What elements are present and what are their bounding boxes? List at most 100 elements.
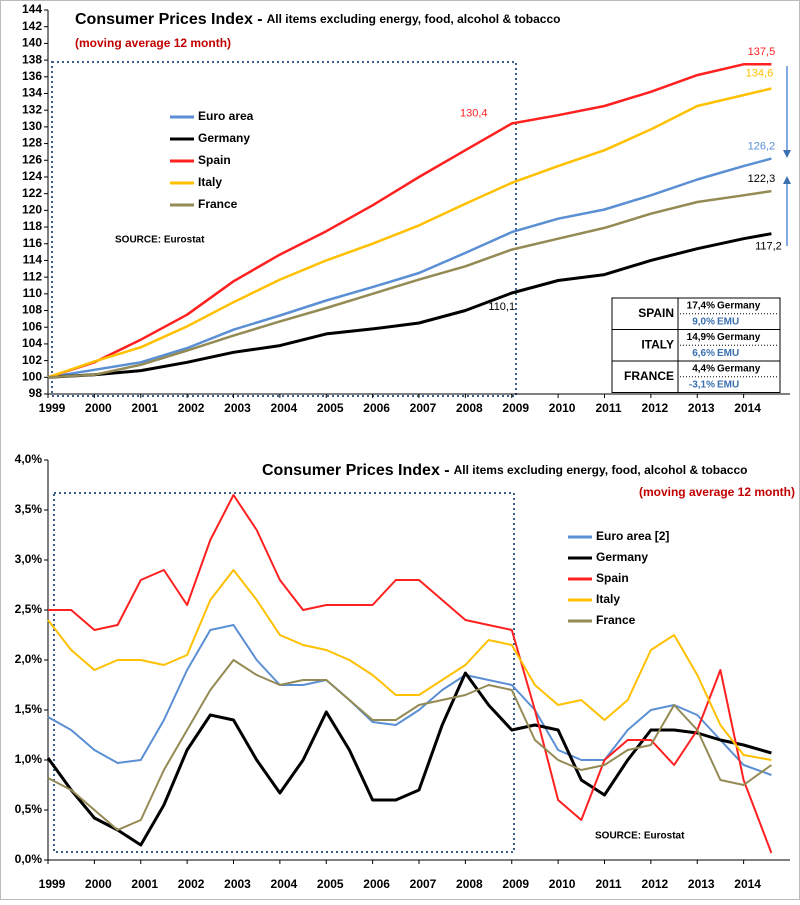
x-tick-label: 2012	[642, 401, 669, 415]
y-tick-label: 102	[22, 353, 42, 367]
data-label: 134,6	[746, 67, 774, 79]
y-tick-label: 4,0%	[15, 452, 43, 466]
x-tick-label: 2010	[549, 401, 576, 415]
x-tick-label: 2003	[224, 877, 251, 891]
y-tick-label: 118	[23, 219, 43, 233]
y-tick-label: 126	[22, 152, 42, 166]
series-line	[47, 624, 772, 776]
y-tick-label: 110	[23, 286, 43, 300]
legend-label: Germany	[596, 550, 648, 564]
y-tick-label: 122	[22, 186, 42, 200]
table-ref: Germany	[717, 301, 761, 312]
y-tick-label: 0,5%	[15, 802, 43, 816]
y-tick-label: 1,5%	[15, 702, 43, 716]
x-tick-label: 2003	[224, 401, 251, 415]
table-value: 6,6%	[692, 348, 715, 359]
y-tick-label: 140	[22, 36, 42, 50]
series-line	[47, 87, 772, 379]
data-label: 117,2	[755, 241, 782, 253]
y-tick-label: 100	[22, 369, 42, 383]
x-tick-label: 2002	[178, 401, 205, 415]
source-note: SOURCE: Eurostat	[595, 831, 685, 842]
x-tick-label: 2001	[131, 401, 158, 415]
table-value: 17,4%	[687, 301, 715, 312]
x-tick-label: 2011	[595, 401, 621, 415]
table-ref: Germany	[717, 364, 761, 375]
y-tick-label: 138	[22, 52, 42, 66]
chart-title: Consumer Prices Index - All items excludi…	[262, 462, 747, 479]
x-tick-label: 2014	[734, 877, 761, 891]
x-tick-label: 2007	[410, 877, 437, 891]
table-ref: Germany	[717, 332, 761, 343]
data-label: 130,4	[460, 107, 488, 119]
table-value: -3,1%	[689, 380, 715, 391]
legend-label: Germany	[198, 131, 250, 145]
y-tick-label: 108	[22, 303, 42, 317]
y-tick-label: 124	[22, 169, 42, 183]
legend-label: Italy	[198, 175, 222, 189]
y-tick-label: 130	[22, 119, 42, 133]
arrow-head	[783, 176, 791, 184]
x-tick-label: 2011	[595, 877, 621, 891]
y-tick-label: 144	[22, 2, 42, 16]
gap-arrows	[783, 66, 791, 246]
x-tick-label: 2009	[502, 877, 529, 891]
series-line	[47, 659, 772, 831]
chart-subtitle: (moving average 12 month)	[75, 36, 231, 50]
chart-subtitle: (moving average 12 month)	[639, 485, 795, 499]
data-label: 137,5	[748, 46, 776, 58]
y-tick-label: 0,0%	[15, 852, 43, 866]
y-tick-label: 112	[23, 269, 43, 283]
table-country: SPAIN	[638, 306, 674, 320]
legend-label: Euro area	[198, 109, 254, 123]
x-tick-label: 2012	[642, 877, 669, 891]
table-value: 9,0%	[692, 317, 715, 328]
y-tick-label: 114	[23, 253, 43, 267]
highlight-box	[53, 492, 515, 853]
chart-title: Consumer Prices Index - All items excludi…	[75, 11, 560, 28]
series-line	[47, 569, 772, 761]
x-tick-label: 2009	[502, 401, 529, 415]
title-detail: All items excluding energy, food, alcoho…	[267, 12, 561, 26]
highlight-box	[51, 61, 517, 397]
source-note: SOURCE: Eurostat	[115, 235, 205, 246]
x-tick-label: 2005	[317, 877, 344, 891]
arrow-head	[783, 150, 791, 158]
x-tick-label: 2010	[549, 877, 576, 891]
x-tick-label: 2000	[85, 877, 112, 891]
series-line	[46, 671, 772, 847]
x-tick-label: 2000	[85, 401, 112, 415]
y-tick-label: 3,0%	[15, 552, 43, 566]
y-tick-label: 142	[22, 19, 42, 33]
title-main: Consumer Prices Index -	[262, 462, 450, 479]
y-tick-label: 1,0%	[15, 752, 43, 766]
series-line	[47, 232, 772, 379]
x-tick-label: 1999	[39, 877, 66, 891]
table-ref: EMU	[717, 317, 739, 328]
title-detail: All items excluding energy, food, alcoho…	[454, 463, 748, 477]
y-tick-label: 134	[22, 86, 42, 100]
data-label: 110,1	[488, 301, 515, 313]
series-line	[47, 157, 772, 379]
y-tick-label: 106	[22, 319, 42, 333]
series-line	[48, 494, 773, 854]
y-tick-label: 120	[22, 203, 42, 217]
y-tick-label: 2,5%	[15, 602, 43, 616]
data-label: 122,3	[748, 173, 776, 185]
x-tick-label: 2002	[178, 877, 205, 891]
legend-label: Spain	[198, 153, 231, 167]
x-tick-label: 2007	[410, 401, 437, 415]
table-ref: EMU	[717, 348, 739, 359]
legend-label: Spain	[596, 571, 629, 585]
x-tick-label: 2005	[317, 401, 344, 415]
legend-label: France	[198, 197, 238, 211]
y-tick-label: 128	[22, 136, 42, 150]
x-tick-label: 2004	[271, 877, 298, 891]
legend-label: Euro area [2]	[596, 529, 669, 543]
table-value: 14,9%	[687, 332, 715, 343]
title-main: Consumer Prices Index -	[75, 11, 263, 28]
table-country: ITALY	[641, 337, 674, 351]
